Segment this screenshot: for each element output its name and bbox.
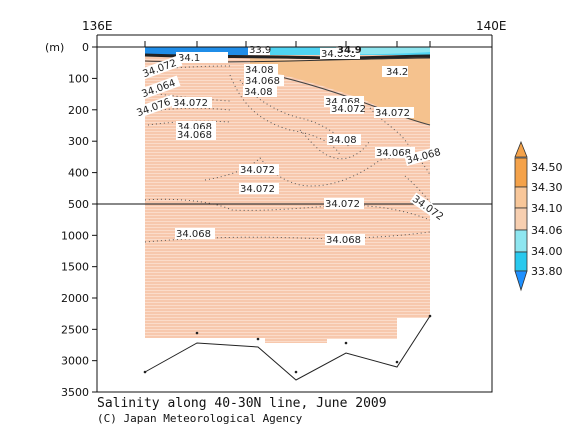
contour-label: 34.068 [176, 229, 211, 240]
depth-tick-label: 100 [68, 72, 89, 85]
depth-tick-label: 300 [68, 135, 89, 148]
colorbar-label: 34.00 [531, 245, 563, 258]
station-dot [294, 370, 298, 374]
bottom-profile [143, 314, 432, 381]
top-axis: 136E 140E [82, 19, 507, 47]
station-dot [256, 337, 260, 341]
station-dot [428, 314, 432, 318]
top-axis-label-140e: 140E [476, 19, 507, 33]
depth-tick-label: 200 [68, 104, 89, 117]
colorbar-label: 33.80 [531, 265, 563, 278]
depth-tick-label: 400 [68, 167, 89, 180]
plot-frame [96, 46, 493, 393]
contour-label: 33.9 [249, 45, 271, 56]
colorbar-top-arrow [514, 140, 528, 158]
station-dot [195, 331, 199, 335]
contour-dot-5 [239, 79, 351, 149]
chart-credit: (C) Japan Meteorological Agency [97, 412, 303, 425]
depth-tick-label: 2000 [61, 292, 89, 305]
depth-tick-label: 1500 [61, 261, 89, 274]
depth-tick-label: 500 [68, 198, 89, 211]
top-axis-label-136e: 136E [82, 19, 113, 33]
contour-label: 34.072 [173, 98, 208, 109]
contour-label: 34.072 [331, 104, 366, 115]
contour-label: 34.08 [328, 135, 357, 146]
contour-label: 34.068 [325, 97, 360, 108]
contour-dot-1 [144, 65, 231, 71]
salinity-fill-body [145, 52, 430, 343]
salinity-fill [144, 47, 431, 343]
contour-dot-6 [299, 129, 371, 160]
contour-label: 34.072 [240, 184, 275, 195]
contour-label: 34.072 [240, 165, 275, 176]
depth-tick-label: 3000 [61, 355, 89, 368]
contour-label: 34.068 [326, 235, 361, 246]
colorbar-label: 34.10 [531, 202, 563, 215]
contour-label: 34.068 [177, 122, 212, 133]
colorbar: 34.50 34.30 34.10 34.06 34.00 33.80 [514, 140, 563, 292]
depth-tick-label: 1000 [61, 229, 89, 242]
colorbar-label: 34.06 [531, 224, 563, 237]
depth-tick-label: 3500 [61, 386, 89, 399]
depth-tick-label: 0 [82, 41, 89, 54]
contour-label: 34.08 [244, 87, 273, 98]
depth-tick-label: 2500 [61, 323, 89, 336]
depth-unit-label: (m) [45, 41, 64, 54]
contour-label: 34.2 [386, 67, 408, 78]
colorbar-band-34-50 [514, 157, 528, 188]
depth-axis: (m) 0 100 200 300 400 500 1000 1500 2000 2500 3000… [45, 41, 97, 399]
colorbar-band-34-06 [514, 229, 528, 253]
contour-label: 34.1 [178, 53, 200, 64]
colorbar-bottom-arrow [514, 270, 528, 292]
colorbar-band-34-30 [514, 186, 528, 209]
bottom-profile-line [144, 315, 431, 381]
colorbar-band-34-00 [514, 251, 528, 272]
contour-label: 34.072 [375, 108, 410, 119]
colorbar-label: 34.50 [531, 161, 563, 174]
station-dot [143, 370, 147, 374]
contour-dot-3 [144, 107, 231, 113]
colorbar-label: 34.30 [531, 181, 563, 194]
contour-label: 34.9 [337, 45, 362, 56]
contour-label: 34.072 [325, 199, 360, 210]
station-dot [344, 341, 348, 345]
chart-title: Salinity along 40-30N line, June 2009 [97, 396, 387, 411]
colorbar-band-34-10 [514, 207, 528, 231]
contour-label: 34.068 [376, 148, 411, 159]
station-dot [395, 360, 399, 364]
contour-label: 34.068 [245, 76, 280, 87]
contour-label: 34.08 [245, 65, 274, 76]
surface-fresh-layer [145, 47, 430, 55]
depth-ticks: 0 100 200 300 400 500 1000 1500 2000 2500 3000 3500 [61, 41, 97, 399]
contour-label: 34.068 [177, 130, 212, 141]
contour-dot-4 [229, 74, 341, 156]
